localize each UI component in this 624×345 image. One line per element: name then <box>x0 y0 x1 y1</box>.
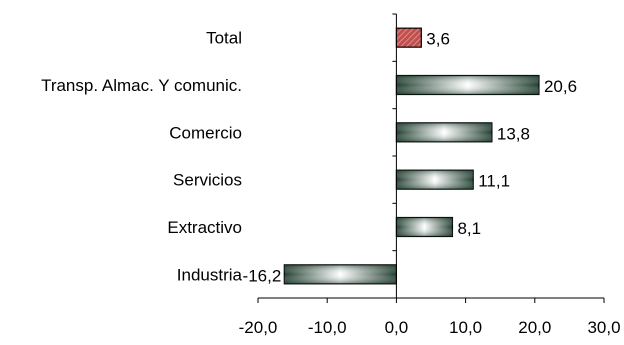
bar-industria <box>283 264 397 285</box>
category-label: Servicios <box>173 171 242 190</box>
category-label: Transp. Almac. Y comunic. <box>41 76 242 95</box>
x-tick-label: 30,0 <box>587 318 620 337</box>
category-label: Extractivo <box>167 218 242 237</box>
value-label: 8,1 <box>457 219 481 238</box>
bar-transp-almac-y-comunic <box>395 74 540 96</box>
value-label: -16,2 <box>243 266 282 285</box>
x-tick-label: -10,0 <box>308 318 347 337</box>
axes: -20,0 -10,0 0,0 10,0 20,0 30,0 <box>239 13 621 337</box>
value-label: 11,1 <box>478 172 510 191</box>
category-labels: Total Transp. Almac. Y comunic. Comercio Se… <box>41 29 242 285</box>
x-tick-label: 10,0 <box>449 318 482 337</box>
bar-servicios <box>395 169 474 190</box>
value-label: 13,8 <box>497 124 530 143</box>
value-label: 3,6 <box>426 30 450 49</box>
bar-comercio <box>395 122 493 143</box>
x-tick-label: 0,0 <box>385 318 409 337</box>
value-labels: 3,6 20,6 13,8 11,1 8,1 -16,2 <box>243 30 577 286</box>
category-label: Total <box>206 29 242 48</box>
bar-extractivo <box>395 216 454 238</box>
x-tick-label: -20,0 <box>239 318 278 337</box>
value-label: 20,6 <box>544 77 577 96</box>
x-tick-label: 20,0 <box>518 318 551 337</box>
bar-total <box>395 27 422 48</box>
category-label: Comercio <box>169 123 242 142</box>
bars-layer <box>283 27 540 285</box>
category-label: Industria <box>177 265 243 284</box>
